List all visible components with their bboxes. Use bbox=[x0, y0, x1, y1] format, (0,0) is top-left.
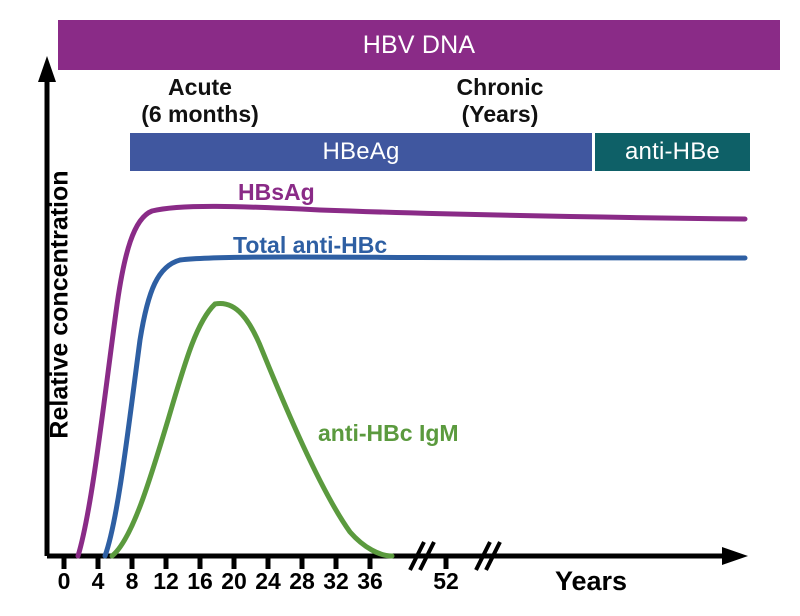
tick-label-12: 12 bbox=[153, 568, 179, 594]
curve-anti-hbc-igm bbox=[109, 301, 395, 559]
curve-label-hbsag: HBsAg bbox=[238, 179, 315, 205]
curve-hbsag bbox=[75, 203, 748, 559]
x-axis-label: Years bbox=[555, 566, 628, 596]
phase-acute-name: Acute bbox=[168, 74, 232, 100]
curve-label-anti-hbc-igm: anti-HBc IgM bbox=[318, 420, 459, 446]
x-axis bbox=[47, 547, 748, 565]
y-axis-label: Relative concentration bbox=[45, 170, 74, 439]
bar-hbeag: HBeAg bbox=[130, 133, 592, 171]
bar-anti-hbe: anti-HBe bbox=[595, 133, 750, 171]
tick-label-36: 36 bbox=[357, 568, 383, 594]
tick-label-8: 8 bbox=[125, 568, 139, 594]
phase-acute: Acute (6 months) bbox=[100, 74, 300, 128]
tick-label-0: 0 bbox=[57, 568, 71, 594]
phase-acute-duration: (6 months) bbox=[141, 101, 259, 128]
tick-label-16: 16 bbox=[187, 568, 213, 594]
tick-label-32: 32 bbox=[323, 568, 349, 594]
bar-hbeag-label: HBeAg bbox=[322, 138, 400, 165]
tick-label-28: 28 bbox=[289, 568, 315, 594]
phase-chronic-name: Chronic bbox=[456, 74, 544, 100]
axis-break-marks bbox=[408, 541, 502, 571]
tick-label-52: 52 bbox=[433, 568, 459, 594]
bar-hbv-dna: HBV DNA bbox=[58, 20, 780, 70]
tick-label-4: 4 bbox=[91, 568, 105, 594]
phase-chronic-duration: (Years) bbox=[461, 101, 539, 128]
tick-label-24: 24 bbox=[255, 568, 281, 594]
bar-anti-hbe-label: anti-HBe bbox=[625, 138, 720, 165]
curve-label-total-anti-hbc: Total anti-HBc bbox=[233, 232, 388, 258]
x-axis-ticks bbox=[61, 556, 449, 569]
curve-total-anti-hbc bbox=[102, 254, 748, 559]
y-axis bbox=[38, 56, 56, 556]
tick-label-20: 20 bbox=[221, 568, 247, 594]
phase-chronic: Chronic (Years) bbox=[400, 74, 600, 128]
bar-hbv-dna-label: HBV DNA bbox=[362, 30, 476, 59]
